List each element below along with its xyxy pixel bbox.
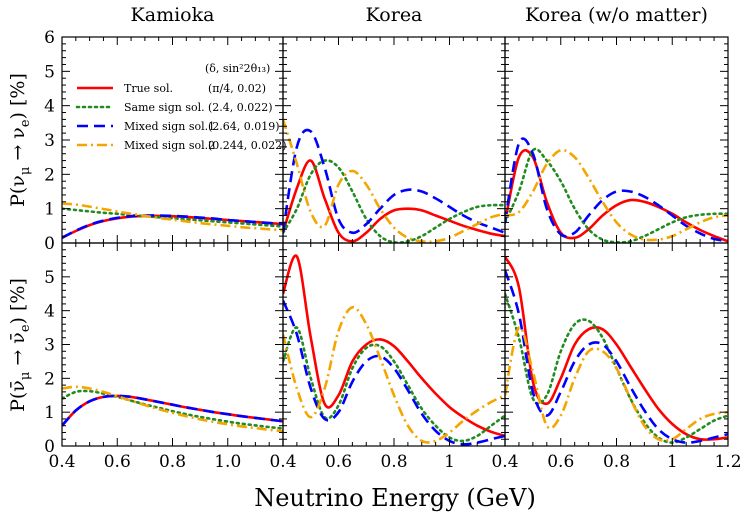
x-tick-label: 1 xyxy=(667,452,678,472)
panel-curves xyxy=(62,385,283,433)
x-tick-label: 0.6 xyxy=(547,452,574,472)
legend-params: (π/4, 0.02) xyxy=(208,82,266,95)
panel-curves xyxy=(283,254,505,446)
y-axis-label: P(ν̄μ → ν̄e) [%] xyxy=(7,278,33,412)
legend-params: (2.4, 0.022) xyxy=(208,101,273,114)
series-line-mixed-sign-sol-1 xyxy=(62,214,283,239)
panel-curves xyxy=(505,255,728,444)
y-axis-label: P(νμ → νe) [%] xyxy=(7,73,33,207)
series-line-mixed-sign-sol-2 xyxy=(62,202,283,232)
legend-header: (δ, sin²2θ₁₃) xyxy=(205,62,270,75)
x-tick-label: 1 xyxy=(444,452,455,472)
x-axis-label: Neutrino Energy (GeV) xyxy=(254,484,536,512)
series-line-mixed-sign-sol-2 xyxy=(283,305,505,444)
series-line-mixed-sign-sol-2 xyxy=(505,326,728,442)
series-line-mixed-sign-sol-1 xyxy=(62,394,283,427)
panel-frame xyxy=(504,36,729,244)
panel-curves xyxy=(505,137,728,243)
y-tick-label: 6 xyxy=(44,28,55,48)
column-title: Korea xyxy=(366,4,423,26)
y-tick-label: 3 xyxy=(44,336,55,356)
y-tick-label: 2 xyxy=(44,369,55,389)
legend-params: (2.64, 0.019) xyxy=(208,120,280,133)
x-tick-label: 0.8 xyxy=(603,452,630,472)
y-tick-label: 3 xyxy=(44,131,55,151)
x-tick-label: 0.6 xyxy=(325,452,352,472)
series-line-same-sign-sol- xyxy=(283,326,505,443)
panel-frame xyxy=(61,242,284,447)
x-tick-label: 0.8 xyxy=(159,452,186,472)
series-line-mixed-sign-sol-2 xyxy=(62,385,283,433)
series-line-mixed-sign-sol-2 xyxy=(283,119,505,243)
x-tick-label: 0.4 xyxy=(48,452,75,472)
series-line-same-sign-sol- xyxy=(62,207,283,228)
x-tick-label: 1.0 xyxy=(214,452,241,472)
y-tick-label: 5 xyxy=(44,268,55,288)
plot-layer: Kamioka Korea Korea (w/o matter) 0 1 2 3 4 5 6 0 1 2… xyxy=(7,4,742,512)
y-tick-label: 2 xyxy=(44,165,55,185)
y-tick-label: 0 xyxy=(44,234,55,254)
column-title: Kamioka xyxy=(131,4,215,26)
x-tick-label: 0.6 xyxy=(104,452,131,472)
y-tick-label: 0 xyxy=(44,437,55,457)
series-line-mixed-sign-sol-1 xyxy=(505,269,728,444)
y-tick-label: 4 xyxy=(44,97,55,117)
panel-curves xyxy=(283,119,505,243)
y-tick-label: 4 xyxy=(44,302,55,322)
series-line-mixed-sign-sol-1 xyxy=(283,128,505,235)
column-title: Korea (w/o matter) xyxy=(525,4,708,26)
series-line-mixed-sign-sol-1 xyxy=(283,300,505,446)
x-tick-label: 0.8 xyxy=(380,452,407,472)
series-line-true-sol- xyxy=(283,254,505,438)
series-line-true-sol- xyxy=(283,159,505,243)
legend-label: True sol. xyxy=(124,82,173,95)
x-tick-label: 1.2 xyxy=(714,452,741,472)
legend-label: Same sign sol. xyxy=(124,101,205,114)
panel-curves xyxy=(62,202,283,239)
y-tick-label: 1 xyxy=(44,200,55,220)
x-tick-label: 0.4 xyxy=(269,452,296,472)
legend-label: Mixed sign sol.2 xyxy=(124,139,215,152)
series-line-same-sign-sol- xyxy=(62,389,283,430)
series-line-mixed-sign-sol-2 xyxy=(505,148,728,242)
y-tick-label: 1 xyxy=(44,403,55,423)
series-line-true-sol- xyxy=(505,149,728,243)
y-tick-label: 5 xyxy=(44,62,55,82)
legend-label: Mixed sign sol.1 xyxy=(124,120,215,133)
legend-params: (0.244, 0.022) xyxy=(208,139,287,152)
series-line-true-sol- xyxy=(505,255,728,441)
x-tick-label: 0.4 xyxy=(491,452,518,472)
